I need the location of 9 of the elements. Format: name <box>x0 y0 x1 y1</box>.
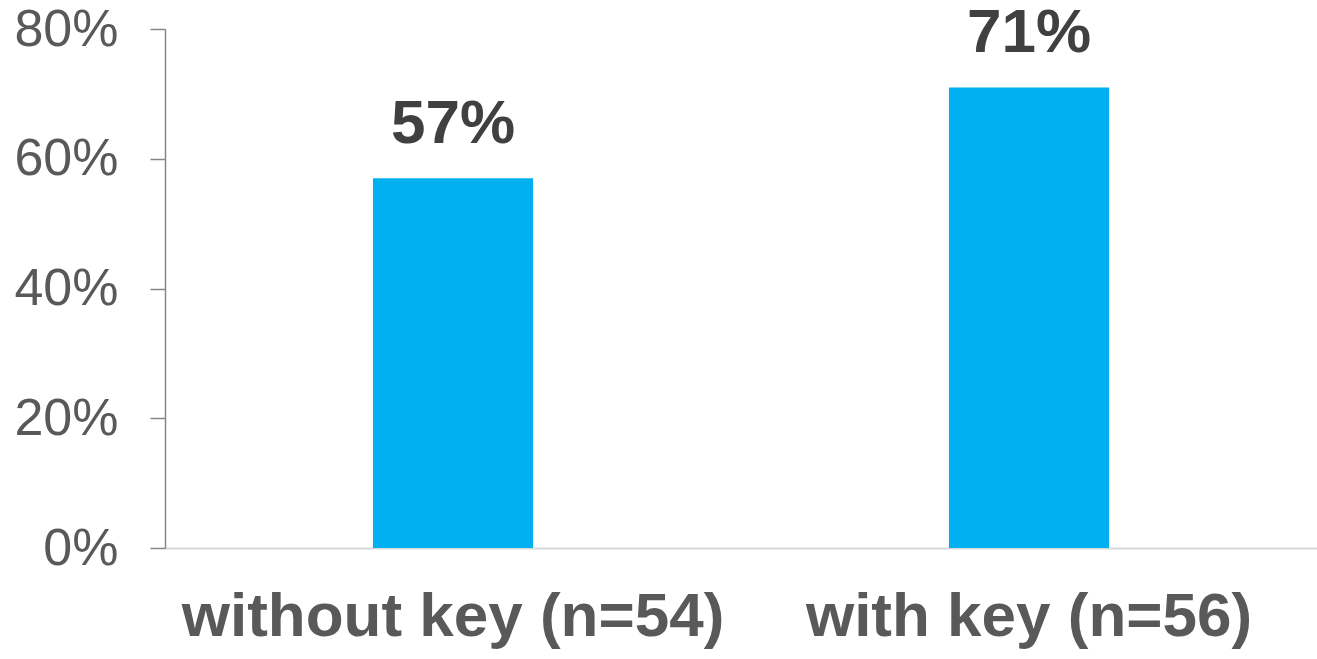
x-tick-label: with key (n=56) <box>804 579 1253 649</box>
y-tick-label: 60% <box>14 128 119 187</box>
y-tick-label: 0% <box>43 517 119 576</box>
y-tick-label: 80% <box>14 0 119 57</box>
y-tick-label: 40% <box>14 258 119 316</box>
data-label: 57% <box>390 87 516 157</box>
data-label: 71% <box>966 0 1092 66</box>
x-tick-label: without key (n=54) <box>180 579 725 649</box>
y-tick-label: 20% <box>14 387 119 446</box>
